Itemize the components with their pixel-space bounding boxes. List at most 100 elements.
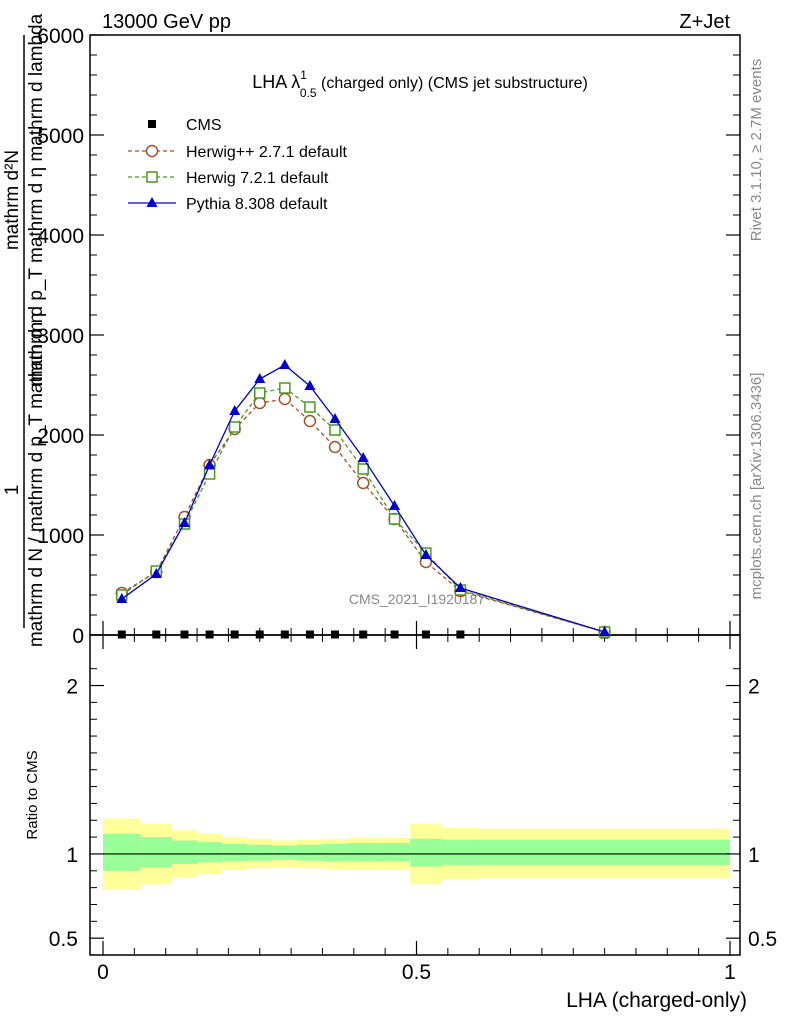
x-tick-label: 0: [97, 961, 109, 984]
main-y-tick-label: 2000: [37, 425, 84, 448]
data-point-pythia-8-308-default: [204, 459, 216, 469]
ratio-panel-frame: [89, 634, 741, 956]
data-point-herwig-7-2-1-default: [228, 421, 241, 433]
main-y-tick-label: 6000: [37, 25, 84, 48]
main-y-tick-label: 3000: [37, 325, 84, 348]
data-point-cms: [180, 630, 189, 639]
legend-marker-cms: [148, 120, 156, 128]
data-point-cms: [152, 630, 161, 639]
ratio-y-tick-label: 2: [66, 676, 78, 699]
data-point-pythia-8-308-default: [179, 517, 191, 527]
ratio-inner-band-bin: [103, 833, 141, 871]
ratio-inner-band-bin: [140, 837, 172, 868]
data-point-herwig-7-2-1-default: [329, 424, 341, 436]
data-point-herwig-7-2-1-default: [388, 513, 401, 525]
data-point-herwig-2-7-1-default: [356, 476, 370, 490]
chart-title: LHA λ1 0.5 (charged only) (CMS jet substr…: [252, 68, 588, 100]
ylabel-right-numerator: mathrm d²N: [2, 150, 23, 250]
axes: 0 1000 2000 3000 4000 5000 6000 0 0.5 1 0.5 0.5 1 1 2 2: [37, 25, 777, 984]
main-y-tick-label: 0: [72, 625, 84, 648]
ratio-inner-band-bin: [272, 845, 298, 860]
ratio-inner-band-bin: [247, 844, 273, 861]
main-y-tick-label: 4000: [37, 225, 84, 248]
ratio-y-tick-label-right: 0.5: [748, 928, 777, 951]
data-point-pythia-8-308-default: [329, 413, 341, 423]
series-line-pythia-8-308-default: [121, 364, 605, 633]
ratio-inner-band-bin: [441, 839, 480, 865]
data-point-pythia-8-308-default: [150, 568, 162, 578]
data-point-pythia-8-308-default: [454, 582, 466, 592]
title-main: LHA λ: [252, 72, 300, 92]
ratio-inner-band-bin: [197, 842, 223, 863]
data-point-cms: [421, 630, 430, 639]
ratio-inner-band-bin: [378, 843, 411, 862]
rivet-label: Rivet 3.1.10, ≥ 2.7M events: [748, 59, 765, 242]
ratio-y-tick-label: 0.5: [49, 928, 78, 951]
data-point-cms: [390, 630, 399, 639]
data-point-cms: [456, 630, 465, 639]
legend-label-cms: CMS: [186, 117, 222, 134]
data-point-cms: [205, 630, 214, 639]
main-y-tick-label: 5000: [37, 125, 84, 148]
mcplots-label: mcplots.cern.ch [arXiv:1306.3436]: [748, 373, 765, 600]
x-axis-title: LHA (charged-only): [566, 989, 747, 1012]
ratio-inner-band-bin: [479, 839, 730, 865]
legend-marker-herwig-2-7-1-default: [145, 144, 159, 158]
data-point-pythia-8-308-default: [229, 405, 241, 415]
data-point-cms: [330, 630, 339, 639]
legend-marker-pythia-8-308-default: [146, 197, 158, 207]
header-right: Z+Jet: [679, 11, 730, 33]
main-y-tick-label: 1000: [37, 525, 84, 548]
data-point-pythia-8-308-default: [254, 373, 266, 383]
data-point-herwig-2-7-1-default: [328, 440, 342, 454]
data-point-pythia-8-308-default: [304, 380, 316, 390]
data-point-pythia-8-308-default: [389, 500, 401, 510]
legend-marker-herwig-7-2-1-default: [146, 171, 158, 183]
data-point-cms: [255, 630, 264, 639]
ratio-y-tick-label: 1: [66, 844, 78, 867]
ratio-inner-band-bin: [171, 840, 198, 865]
data-point-pythia-8-308-default: [420, 549, 432, 559]
legend-label-herwig-2-7-1-default: Herwig++ 2.7.1 default: [186, 144, 348, 161]
data-point-pythia-8-308-default: [357, 452, 369, 462]
series: [115, 359, 611, 639]
data-point-cms: [359, 630, 368, 639]
data-point-herwig-7-2-1-default: [304, 401, 316, 413]
data-point-cms: [117, 630, 126, 639]
ratio-y-tick-label-right: 2: [748, 676, 760, 699]
data-point-herwig-2-7-1-default: [278, 392, 292, 406]
ylabel-right-denominator: mathrm d p_T mathrm d η mathrm d lambda: [26, 13, 47, 386]
data-point-pythia-8-308-default: [116, 593, 128, 603]
watermark: CMS_2021_I1920187: [349, 591, 485, 607]
data-point-cms: [280, 630, 289, 639]
x-tick-label: 1: [724, 961, 736, 984]
main-ylabel: 1 mathrm d N / mathrm d p_T mathrm d η m…: [2, 13, 47, 647]
data-point-herwig-7-2-1-default: [279, 382, 291, 394]
ylabel-numerator: 1: [2, 485, 23, 496]
ratio-inner-band-bin: [322, 843, 348, 862]
title-sup: 1: [300, 68, 307, 82]
legend: CMS Herwig++ 2.7.1 default Herwig 7.2.1 de…: [128, 117, 348, 213]
data-point-pythia-8-308-default: [599, 626, 611, 636]
ratio-y-tick-label-right: 1: [748, 844, 760, 867]
title-sub: 0.5: [300, 86, 317, 100]
data-point-cms: [230, 630, 239, 639]
data-point-herwig-7-2-1-default: [254, 387, 266, 399]
ratio-bands: [103, 818, 730, 890]
ratio-inner-band-bin: [297, 844, 323, 861]
ratio-inner-band-bin: [222, 843, 248, 862]
ratio-y-axis-title: Ratio to CMS: [24, 750, 41, 839]
title-rest: (charged only) (CMS jet substructure): [317, 75, 588, 92]
data-point-pythia-8-308-default: [279, 359, 291, 369]
data-point-herwig-2-7-1-default: [303, 414, 317, 428]
ratio-inner-band-bin: [347, 843, 379, 862]
header-left: 13000 GeV pp: [102, 11, 231, 33]
legend-label-pythia-8-308-default: Pythia 8.308 default: [186, 196, 328, 213]
ratio-inner-band-bin: [410, 838, 442, 867]
data-point-cms: [305, 630, 314, 639]
ylabel-denominator: mathrm d N / mathrm d p_T mathrm d η: [26, 313, 47, 647]
data-point-herwig-7-2-1-default: [357, 463, 369, 475]
legend-label-herwig-7-2-1-default: Herwig 7.2.1 default: [186, 170, 329, 187]
x-tick-label: 0.5: [402, 961, 431, 984]
